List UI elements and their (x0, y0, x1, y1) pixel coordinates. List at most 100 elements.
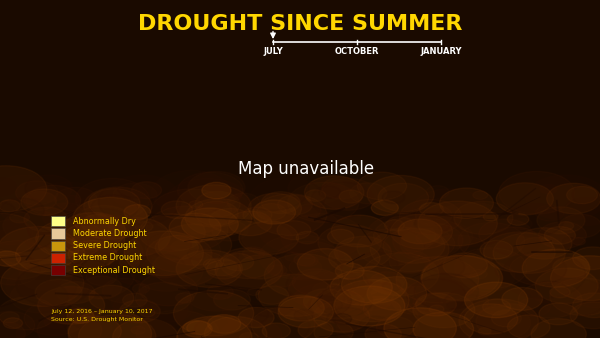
Text: Exceptional Drought: Exceptional Drought (73, 266, 155, 274)
Circle shape (2, 267, 26, 282)
Circle shape (218, 249, 284, 287)
Circle shape (217, 271, 262, 296)
Circle shape (335, 263, 364, 279)
Circle shape (215, 251, 283, 289)
Circle shape (209, 331, 223, 338)
Circle shape (384, 308, 457, 338)
Text: Abnormally Dry: Abnormally Dry (73, 217, 136, 226)
Circle shape (91, 195, 138, 221)
Circle shape (62, 249, 105, 273)
Circle shape (358, 172, 407, 200)
Circle shape (285, 252, 301, 261)
Circle shape (292, 269, 340, 295)
Circle shape (16, 320, 66, 338)
Circle shape (459, 299, 538, 338)
Circle shape (383, 217, 460, 260)
Circle shape (314, 300, 370, 332)
Circle shape (535, 205, 564, 221)
Circle shape (223, 254, 254, 271)
Circle shape (35, 279, 82, 306)
Circle shape (71, 211, 97, 225)
Circle shape (173, 291, 254, 336)
Circle shape (73, 197, 148, 239)
Circle shape (371, 200, 398, 215)
Circle shape (478, 328, 491, 335)
Circle shape (496, 183, 553, 215)
Circle shape (304, 289, 347, 313)
Circle shape (491, 310, 521, 327)
Text: OCTOBER: OCTOBER (335, 47, 379, 56)
Circle shape (572, 238, 586, 245)
Circle shape (61, 207, 131, 246)
Circle shape (262, 323, 290, 338)
Circle shape (418, 201, 497, 246)
Circle shape (25, 233, 52, 248)
Circle shape (197, 192, 248, 221)
Circle shape (563, 237, 580, 247)
Circle shape (25, 175, 73, 202)
Circle shape (133, 284, 149, 293)
Circle shape (16, 181, 58, 205)
Circle shape (432, 202, 511, 246)
Circle shape (122, 293, 147, 307)
Circle shape (496, 254, 551, 285)
Circle shape (393, 254, 470, 297)
Circle shape (563, 198, 600, 225)
Circle shape (396, 257, 479, 303)
Circle shape (195, 201, 238, 226)
Circle shape (146, 235, 212, 272)
Circle shape (37, 312, 102, 338)
Circle shape (55, 263, 79, 276)
Circle shape (222, 300, 268, 327)
Circle shape (187, 249, 205, 260)
Circle shape (31, 182, 104, 223)
Circle shape (508, 315, 550, 338)
Circle shape (143, 255, 185, 278)
Circle shape (413, 312, 473, 338)
Circle shape (490, 227, 540, 255)
Circle shape (0, 255, 40, 285)
Circle shape (311, 182, 374, 217)
Circle shape (214, 289, 250, 310)
Text: Moderate Drought: Moderate Drought (73, 229, 146, 238)
Circle shape (98, 178, 181, 225)
Circle shape (259, 274, 334, 316)
Circle shape (574, 283, 600, 308)
Circle shape (68, 316, 121, 338)
Circle shape (540, 184, 557, 194)
Circle shape (242, 247, 265, 259)
Circle shape (0, 225, 58, 263)
Circle shape (343, 277, 373, 294)
Circle shape (331, 215, 388, 247)
Circle shape (482, 299, 511, 315)
Circle shape (298, 248, 353, 280)
Circle shape (447, 301, 463, 310)
Circle shape (136, 310, 219, 338)
Circle shape (349, 285, 394, 310)
Circle shape (422, 235, 493, 275)
Text: Severe Drought: Severe Drought (73, 241, 136, 250)
Circle shape (385, 220, 404, 231)
Circle shape (311, 289, 365, 319)
Circle shape (253, 200, 296, 224)
Circle shape (79, 315, 156, 338)
Circle shape (0, 166, 47, 212)
Circle shape (425, 256, 464, 278)
Circle shape (413, 298, 425, 306)
Circle shape (176, 293, 194, 303)
Circle shape (239, 255, 282, 279)
Circle shape (303, 288, 360, 320)
Circle shape (275, 293, 338, 328)
Circle shape (539, 278, 600, 317)
Circle shape (409, 294, 440, 312)
Circle shape (238, 308, 274, 328)
Circle shape (509, 253, 566, 285)
Circle shape (559, 221, 574, 230)
Circle shape (0, 220, 33, 245)
Circle shape (304, 176, 364, 209)
Circle shape (317, 286, 373, 317)
Circle shape (400, 228, 455, 259)
Circle shape (419, 299, 448, 315)
Text: Map unavailable: Map unavailable (238, 160, 374, 178)
Circle shape (72, 233, 100, 249)
